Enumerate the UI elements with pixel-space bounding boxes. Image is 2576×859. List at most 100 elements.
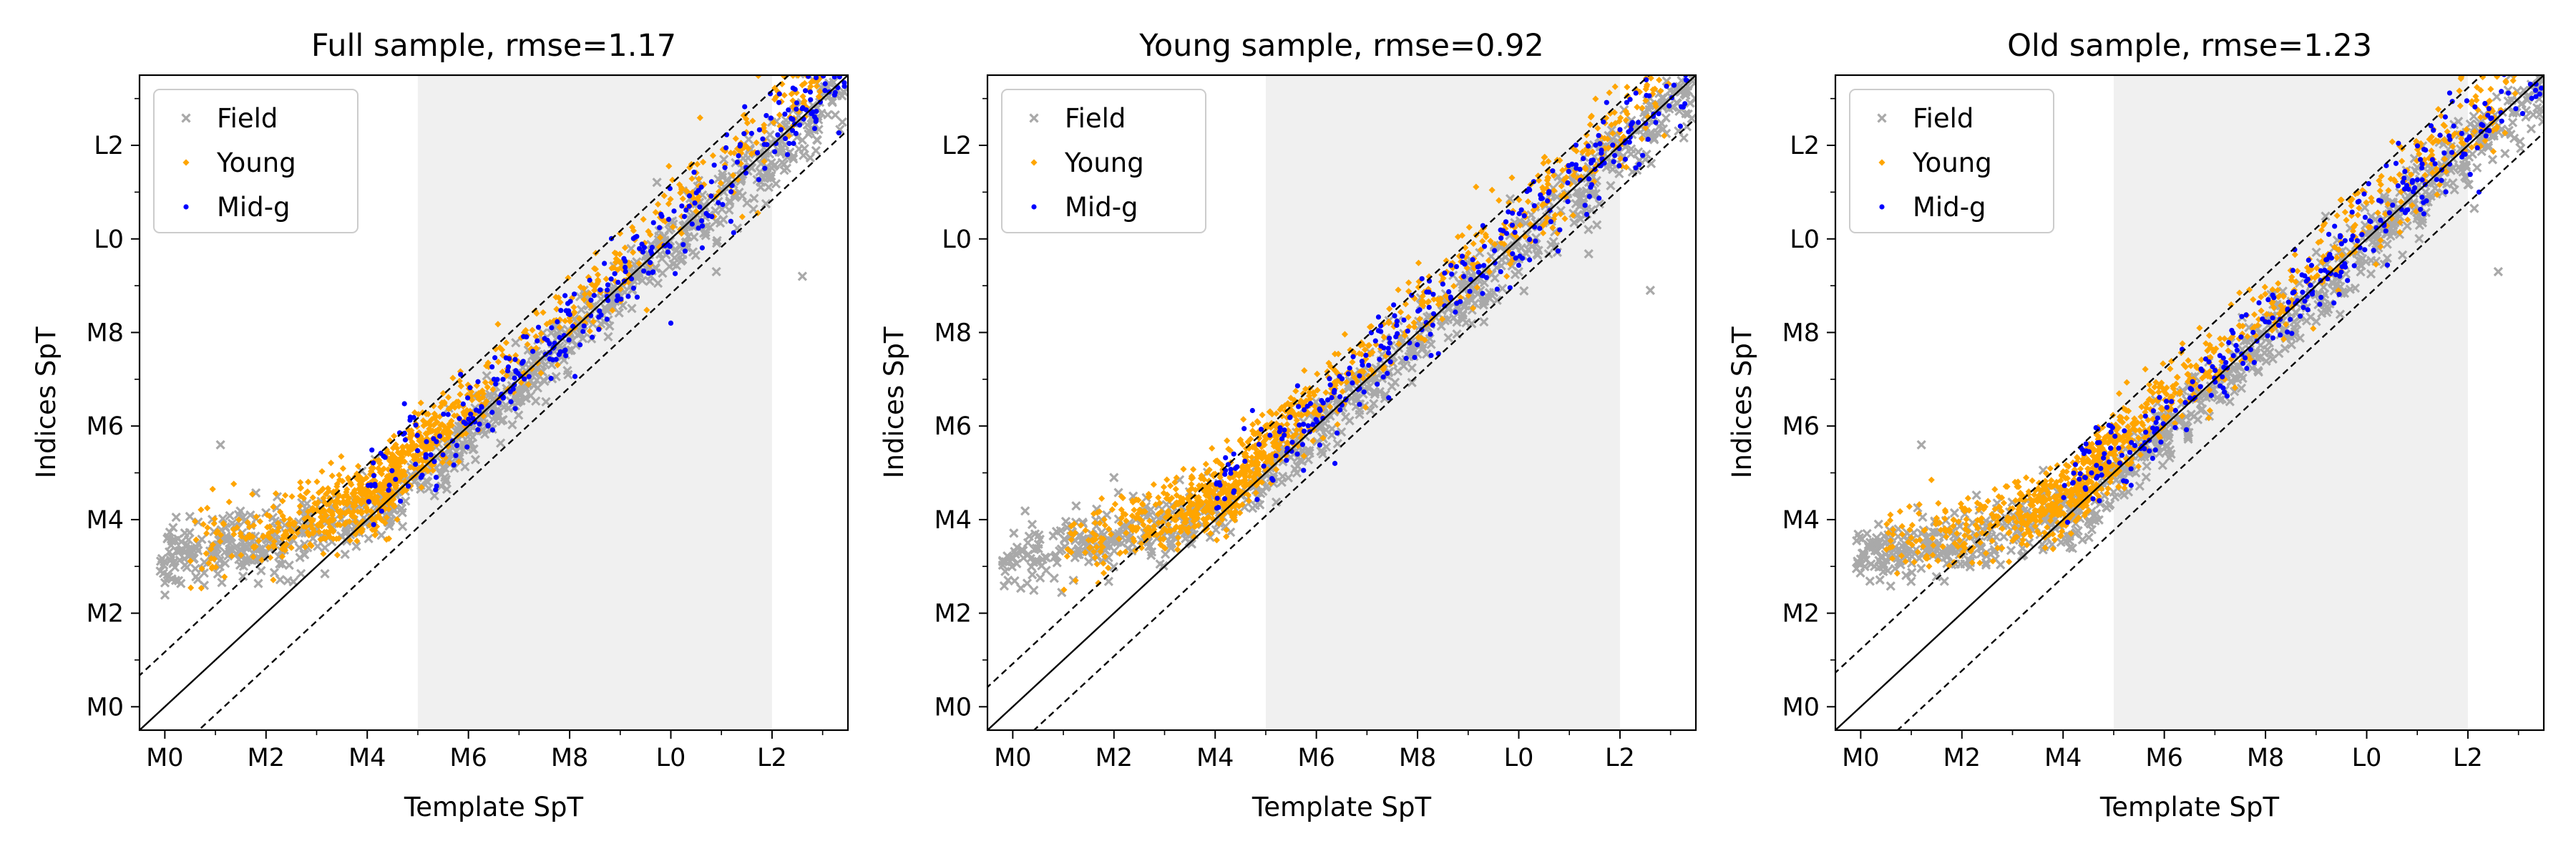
- young-point: [306, 532, 313, 539]
- field-point: [1010, 549, 1020, 559]
- mid-g-point: [1442, 270, 1448, 276]
- mid-g-point: [411, 414, 416, 420]
- young-point: [392, 480, 399, 487]
- mid-g-point: [1214, 481, 1219, 487]
- mid-g-point: [1636, 120, 1641, 125]
- young-point: [217, 531, 225, 538]
- mid-g-point: [1512, 230, 1518, 236]
- mid-g-point: [793, 130, 799, 136]
- young-point: [431, 410, 438, 417]
- young-point: [1503, 273, 1511, 280]
- young-point: [587, 303, 595, 310]
- mid-g-point: [696, 225, 701, 231]
- mid-g-point: [1626, 139, 1632, 145]
- young-point: [287, 526, 294, 533]
- young-point: [1162, 514, 1169, 521]
- young-point: [640, 215, 647, 223]
- young-point: [1188, 485, 1196, 492]
- young-point: [1341, 331, 1349, 338]
- mid-g-point: [499, 392, 504, 397]
- young-point: [1267, 424, 1274, 431]
- young-point: [473, 392, 480, 399]
- mid-g-point: [1228, 467, 1234, 472]
- young-point: [1093, 543, 1101, 550]
- young-point: [1151, 523, 1158, 530]
- field-point: [1407, 377, 1417, 387]
- mid-g-point: [401, 430, 407, 436]
- young-point: [323, 490, 330, 498]
- field-point: [168, 523, 178, 533]
- young-point: [381, 492, 389, 500]
- young-point: [1287, 402, 1294, 409]
- young-point: [270, 542, 277, 549]
- young-point: [1337, 379, 1345, 387]
- field-point: [231, 541, 241, 551]
- young-point: [593, 281, 600, 288]
- mid-g-point: [734, 159, 740, 165]
- mid-g-point: [1385, 345, 1391, 351]
- young-point: [326, 528, 333, 535]
- mid-g-point: [1453, 309, 1458, 315]
- young-point: [417, 399, 424, 407]
- mid-g-point: [405, 483, 411, 489]
- young-point: [318, 518, 325, 525]
- young-point: [1324, 368, 1331, 375]
- young-point: [453, 398, 460, 406]
- panel-title: Full sample, rmse=1.17: [311, 28, 676, 64]
- young-point: [1215, 520, 1222, 528]
- mid-g-point: [836, 75, 842, 79]
- field-point: [711, 238, 722, 248]
- field-point: [460, 462, 470, 472]
- mid-g-point: [1377, 356, 1382, 362]
- young-point: [1188, 480, 1195, 487]
- mid-g-point: [548, 376, 554, 382]
- mid-g-point: [1565, 198, 1571, 205]
- mid-g-point: [588, 297, 594, 303]
- mid-g-point: [843, 54, 848, 59]
- field-point: [1614, 168, 1624, 179]
- young-point: [279, 545, 286, 553]
- mid-g-point: [1627, 97, 1633, 102]
- young-point: [590, 265, 598, 272]
- young-point: [1234, 481, 1241, 488]
- field-point: [441, 484, 452, 495]
- field-point: [170, 562, 180, 573]
- young-point: [625, 259, 633, 266]
- field-point: [1158, 560, 1169, 571]
- mid-g-point: [577, 342, 583, 348]
- young-point: [612, 278, 619, 285]
- mid-g-point: [1599, 150, 1604, 156]
- mid-g-point: [709, 213, 715, 220]
- young-point: [368, 490, 375, 498]
- mid-g-point: [566, 337, 572, 343]
- young-point: [297, 479, 304, 486]
- mid-g-point: [1503, 230, 1510, 236]
- young-point: [388, 454, 395, 461]
- field-point: [2528, 65, 2536, 73]
- mid-g-point: [451, 462, 457, 468]
- mid-g-point: [625, 293, 631, 299]
- young-point: [484, 384, 491, 391]
- young-point: [1440, 275, 1447, 282]
- mid-g-point: [615, 293, 620, 299]
- mid-g-point: [805, 64, 810, 69]
- young-point: [291, 533, 298, 541]
- mid-g-point: [1557, 227, 1563, 233]
- young-point: [322, 535, 329, 543]
- young-point: [499, 368, 506, 375]
- young-point: [794, 75, 802, 79]
- young-point: [1362, 355, 1370, 362]
- mid-g-point: [1424, 289, 1430, 295]
- young-point: [1067, 530, 1074, 537]
- field-point: [1426, 339, 1436, 349]
- mid-g-point: [1483, 275, 1489, 281]
- mid-g-point: [736, 152, 741, 159]
- young-point: [253, 513, 260, 520]
- young-point: [1182, 525, 1189, 533]
- young-point: [1118, 506, 1125, 513]
- young-point: [1410, 319, 1418, 326]
- young-point: [669, 176, 676, 184]
- field-point: [683, 231, 693, 241]
- young-point: [1254, 429, 1262, 436]
